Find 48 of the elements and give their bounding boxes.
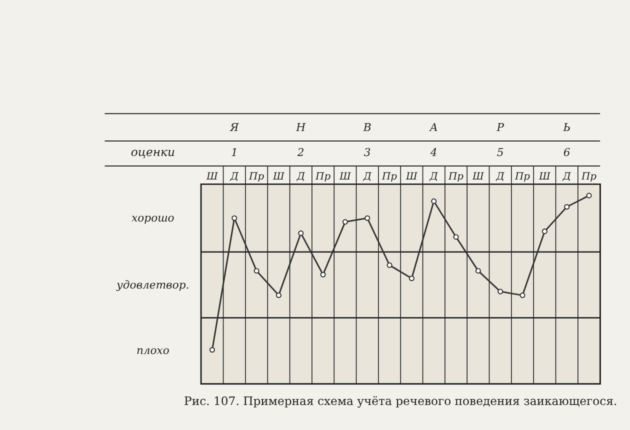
point — [364, 215, 370, 221]
point — [564, 204, 570, 210]
text: 5 — [496, 146, 504, 160]
text: 1 — [230, 146, 238, 160]
point — [453, 234, 459, 240]
point — [520, 292, 526, 298]
x-tick-label: Пр — [580, 171, 598, 182]
point — [232, 215, 238, 221]
x-tick-label: Пр — [380, 171, 398, 182]
x-tick-label: Д — [296, 171, 306, 182]
x-tick-label: Пр — [314, 171, 332, 182]
point — [298, 230, 304, 236]
point — [475, 268, 481, 274]
point — [342, 219, 348, 225]
x-tick-label: Ш — [206, 171, 219, 182]
point — [408, 276, 414, 282]
x-tick-label: Д — [562, 171, 572, 182]
point — [386, 262, 392, 268]
band-label: хорошо — [132, 211, 175, 224]
y-axis-title: оценки — [130, 145, 175, 160]
x-tick-label: Ш — [538, 171, 551, 182]
x-tick-label: Ш — [272, 171, 286, 182]
point — [586, 192, 592, 198]
x-tick-label: Д — [428, 171, 439, 182]
text: Я Н В А Р Ь — [230, 121, 570, 134]
point — [431, 198, 437, 204]
text: Рис. 107. Примерная схема учёта речевого поведения заикающегося. — [184, 394, 618, 408]
point — [542, 228, 548, 234]
x-tick-label: Ш — [338, 171, 352, 182]
text: 4 — [429, 146, 438, 160]
text: 2 — [296, 146, 304, 160]
band-label: плохо — [136, 344, 170, 358]
point — [209, 347, 215, 353]
x-tick-label: Ш — [404, 171, 418, 182]
x-tick-label: Ш — [471, 171, 484, 182]
x-tick-label: Д — [362, 171, 372, 182]
text: 3 — [364, 146, 371, 160]
point — [320, 272, 326, 278]
text: 6 — [563, 146, 570, 160]
x-tick-label: Д — [495, 171, 506, 182]
point — [254, 268, 260, 274]
x-tick-label: Пр — [248, 171, 265, 182]
band-label: удовлетвор. — [116, 278, 190, 292]
x-tick-label: Д — [229, 171, 240, 182]
point — [498, 288, 504, 294]
x-tick-label: Пр — [514, 171, 531, 182]
x-tick-label: Пр — [447, 171, 464, 182]
point — [276, 292, 282, 298]
